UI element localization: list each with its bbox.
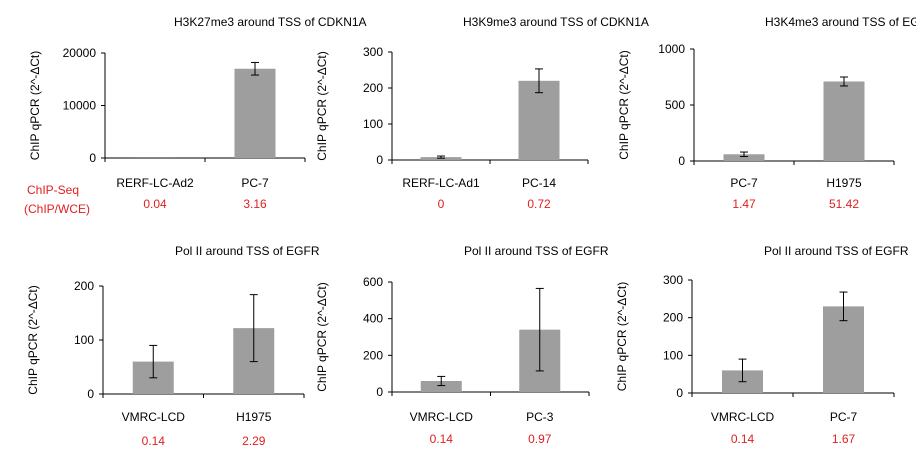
y-tick-label: 20000 [63, 46, 97, 60]
y-tick-label: 100 [74, 333, 94, 347]
category-label: PC-7 [830, 410, 858, 424]
y-tick-label: 300 [663, 273, 683, 287]
chart-title: Pol II around TSS of EGFR [464, 244, 609, 258]
chipseq-label-line2: (ChIP/WCE) [24, 202, 90, 216]
chart-title: Pol II around TSS of EGFR [175, 244, 320, 258]
category-label: VMRC-LCD [711, 410, 775, 424]
chipseq-value: 1.47 [732, 197, 756, 211]
bar-2 [234, 68, 276, 158]
category-label: H1975 [826, 176, 862, 190]
y-tick-label: 600 [363, 275, 383, 289]
y-tick-label: 100 [363, 117, 383, 131]
y-tick-label: 300 [363, 45, 383, 59]
y-tick-label: 0 [87, 387, 94, 401]
chipseq-value: 2.29 [242, 434, 266, 448]
category-label: PC-7 [730, 176, 758, 190]
chart-panel-1: H3K27me3 around TSS of CDKN1A ChIP qPCR (… [28, 15, 367, 211]
chipseq-value: 51.42 [829, 197, 859, 211]
category-label: RERF-LC-Ad1 [402, 176, 480, 190]
y-tick-label: 0 [678, 154, 685, 168]
chart-panel-3: H3K4me3 around TSS of EGFR ChIP qPCR (2^-… [617, 15, 916, 211]
y-axis-label: ChIP qPCR (2^-ΔCt) [615, 282, 629, 391]
bar-1 [723, 154, 765, 161]
chipseq-value: 0.14 [142, 434, 166, 448]
y-axis-label: ChIP qPCR (2^-ΔCt) [315, 282, 329, 391]
y-tick-label: 400 [363, 312, 383, 326]
bar-2 [823, 81, 865, 161]
y-tick-label: 500 [665, 98, 685, 112]
y-tick-label: 100 [663, 348, 683, 362]
chipseq-value: 0.97 [528, 432, 552, 446]
chipseq-value: 1.67 [832, 432, 856, 446]
y-tick-label: 1000 [658, 42, 685, 56]
chart-panel-2: H3K9me3 around TSS of CDKN1A ChIP qPCR (2… [315, 15, 649, 211]
chipseq-value: 0.72 [527, 197, 551, 211]
y-tick-label: 0 [376, 153, 383, 167]
bar-1 [420, 381, 462, 392]
chipseq-value: 0 [438, 197, 445, 211]
category-label: VMRC-LCD [122, 410, 186, 424]
chart-title: H3K9me3 around TSS of CDKN1A [463, 15, 649, 29]
chart-title: H3K27me3 around TSS of CDKN1A [174, 15, 367, 29]
y-axis-label: ChIP qPCR (2^-ΔCt) [26, 285, 40, 394]
y-axis-label: ChIP qPCR (2^-ΔCt) [617, 50, 631, 159]
chipseq-value: 0.14 [430, 432, 454, 446]
chart-title: H3K4me3 around TSS of EGFR [765, 15, 916, 29]
category-label: VMRC-LCD [410, 410, 474, 424]
y-axis-label: ChIP qPCR (2^-ΔCt) [315, 51, 329, 160]
y-tick-label: 0 [89, 151, 96, 165]
category-label: H1975 [236, 410, 272, 424]
category-label: PC-14 [522, 176, 556, 190]
chart-panel-6: Pol II around TSS of EGFR ChIP qPCR (2^-Δ… [615, 244, 909, 446]
chipseq-value: 0.04 [143, 197, 167, 211]
y-tick-label: 200 [363, 348, 383, 362]
chipseq-label-line1: ChIP-Seq [27, 183, 79, 197]
chart-panel-4: Pol II around TSS of EGFR ChIP qPCR (2^-Δ… [26, 244, 320, 448]
chart-panel-5: Pol II around TSS of EGFR ChIP qPCR (2^-Δ… [315, 244, 609, 446]
bar-2 [518, 80, 560, 160]
y-axis-label: ChIP qPCR (2^-ΔCt) [28, 51, 42, 160]
y-tick-label: 0 [676, 386, 683, 400]
y-tick-label: 200 [74, 279, 94, 293]
category-label: PC-7 [241, 176, 269, 190]
category-label: PC-3 [526, 410, 554, 424]
chipseq-value: 3.16 [243, 197, 267, 211]
chipseq-value: 0.14 [731, 432, 755, 446]
y-tick-label: 10000 [63, 99, 97, 113]
chart-title: Pol II around TSS of EGFR [764, 244, 909, 258]
y-tick-label: 200 [663, 311, 683, 325]
category-label: RERF-LC-Ad2 [116, 176, 194, 190]
y-tick-label: 0 [376, 385, 383, 399]
y-tick-label: 200 [363, 81, 383, 95]
